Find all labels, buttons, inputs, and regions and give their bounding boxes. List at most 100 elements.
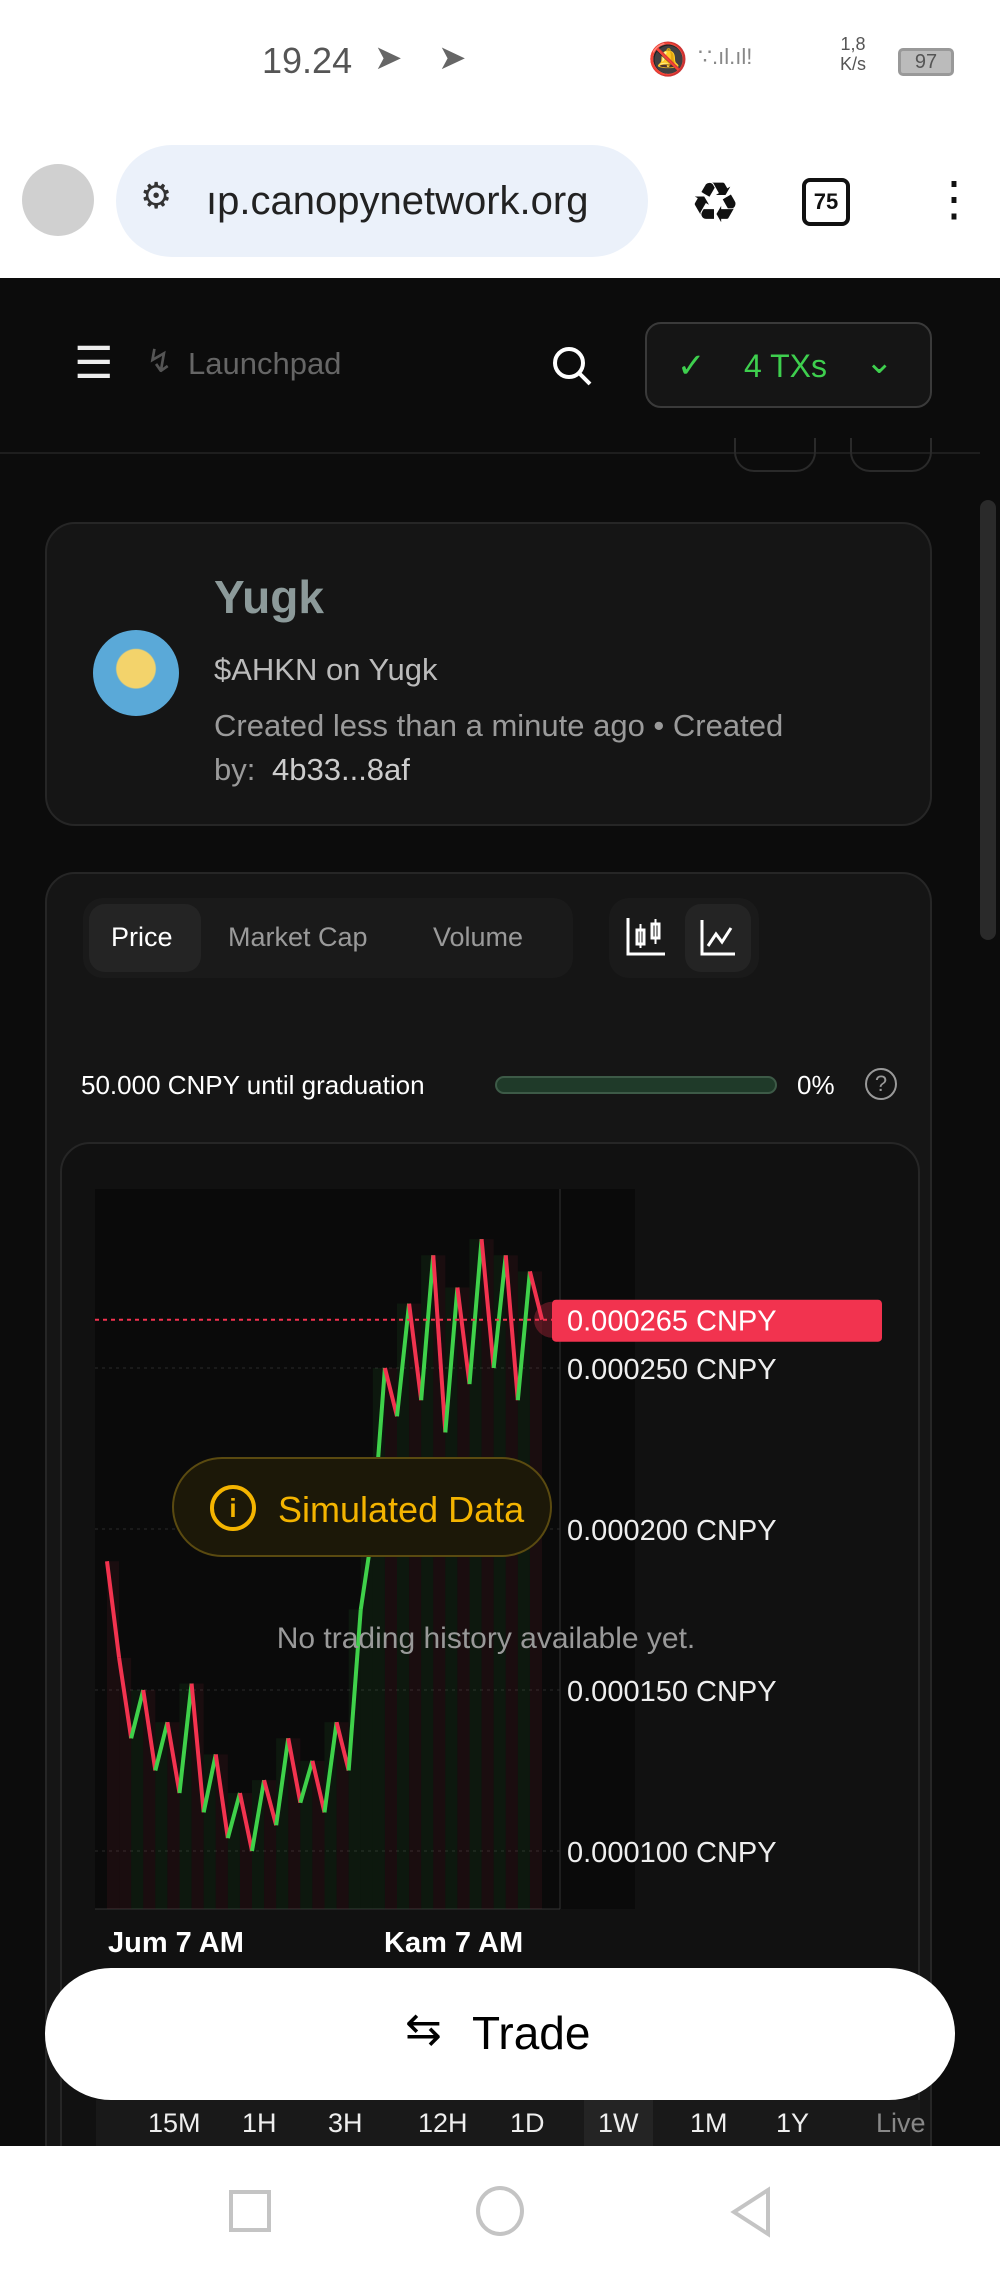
price-segment [310, 1760, 327, 1813]
extensions-icon[interactable]: ♻ [690, 171, 741, 234]
volume-shade [239, 1793, 252, 1909]
price-segment [503, 1255, 520, 1401]
price-segment [141, 1689, 158, 1771]
trade-label: Trade [472, 2007, 591, 2059]
timeframe-1m[interactable]: 1M [690, 2108, 728, 2138]
x-tick-label: Jum 7 AM [108, 1927, 244, 1959]
simulated-data-badge: i Simulated Data [172, 1457, 552, 1557]
volume-shade [276, 1738, 289, 1909]
price-segment [395, 1303, 412, 1417]
volume-shade [445, 1287, 458, 1909]
timeframe-15m[interactable]: 15M [148, 2108, 201, 2138]
current-price-label: 0.000265 CNPY [567, 1306, 777, 1338]
network-speed: 1,8 K/s [840, 34, 866, 74]
price-segment [237, 1792, 254, 1852]
timeframe-1y[interactable]: 1Y [776, 2108, 810, 2138]
simulated-data-text: Simulated Data [278, 1489, 525, 1530]
price-segment [479, 1239, 496, 1369]
hidden-button[interactable] [850, 438, 932, 472]
price-segment [419, 1255, 436, 1401]
scrollbar[interactable] [980, 500, 996, 940]
timeframe-1w[interactable]: 1W [584, 2100, 653, 2146]
price-segment [201, 1753, 218, 1813]
price-segment [322, 1721, 339, 1813]
price-segment [274, 1738, 291, 1826]
tab-price[interactable]: Price [111, 922, 173, 952]
status-bar: 19.24 ➤ ➤ 🔕 ∵.ıl.ıl! 1,8 K/s 97 [0, 0, 1000, 150]
price-chart[interactable]: 0.000250 CNPY 0.000200 CNPY 0.000150 CNPY 0… [62, 1144, 922, 2044]
graduation-label: 50.000 CNPY until graduation [81, 1070, 425, 1100]
chart-container: 0.000250 CNPY 0.000200 CNPY 0.000150 CNPY 0… [60, 1142, 920, 2146]
chart-card: Price Market Cap Volume 50.000 CNPY unti… [45, 872, 932, 2146]
volume-shade [360, 1529, 373, 1909]
volume-shade [324, 1722, 337, 1909]
search-icon[interactable] [550, 344, 594, 388]
swap-arrows-icon: ⇆ [405, 2005, 442, 2054]
tab-market-cap[interactable]: Market Cap [228, 922, 368, 952]
timeframe-selector: 15M 1H 3H 12H 1D 1W 1M 1Y Live [96, 2100, 926, 2146]
tab-volume[interactable]: Volume [433, 922, 524, 952]
price-segment [165, 1721, 182, 1794]
trade-button[interactable]: ⇆ Trade [45, 1968, 955, 2100]
price-segment [298, 1760, 315, 1804]
volume-shade [397, 1303, 410, 1909]
price-segment [213, 1754, 230, 1839]
back-icon[interactable] [728, 2186, 774, 2238]
more-menu-icon[interactable]: ⋮ [930, 173, 978, 226]
home-icon[interactable] [476, 2186, 524, 2236]
timeframe-1d[interactable]: 1D [510, 2108, 545, 2138]
created-time: Created less than a minute ago • Created [214, 708, 784, 743]
volume-shade [191, 1683, 204, 1909]
divider [0, 452, 980, 454]
volume-shade [457, 1287, 470, 1909]
graduation-progress-bar [495, 1076, 777, 1094]
volume-shade [155, 1722, 168, 1909]
hamburger-menu-icon[interactable]: ☰ [74, 339, 114, 388]
tx-count: 4 TXs [744, 348, 827, 384]
chart-type-toggle [609, 898, 759, 978]
chart-metric-tabs: Price Market Cap Volume [83, 898, 573, 978]
timeframe-3h[interactable]: 3H [328, 2108, 363, 2138]
info-icon: i [210, 1485, 256, 1531]
transactions-button[interactable]: ✓ 4 TXs ⌄ [645, 322, 932, 408]
volume-shade [252, 1780, 265, 1909]
creator-address[interactable]: 4b33...8af [272, 752, 410, 787]
price-segment [105, 1560, 122, 1659]
clock: 19.24 [262, 40, 353, 81]
y-tick-label: 0.000200 CNPY [567, 1515, 777, 1547]
url-text[interactable]: ıp.canopynetwork.org [206, 179, 589, 223]
recent-apps-icon[interactable] [229, 2190, 271, 2232]
profile-avatar-icon[interactable] [22, 164, 94, 236]
chevron-down-icon: ⌄ [865, 343, 894, 381]
volume-shade [409, 1303, 422, 1909]
android-nav-bar [0, 2146, 1000, 2278]
candlestick-chart-icon[interactable] [625, 916, 667, 958]
tab-active-bg [89, 904, 201, 972]
volume-shade [469, 1239, 482, 1909]
timeframe-12h[interactable]: 12H [418, 2108, 468, 2138]
address-bar[interactable]: ⚙ ıp.canopynetwork.org [116, 145, 648, 257]
help-icon[interactable]: ? [865, 1068, 897, 1100]
price-segment [189, 1683, 206, 1813]
volume-shade [348, 1609, 361, 1909]
volume-shade [529, 1271, 542, 1909]
y-tick-label: 0.000150 CNPY [567, 1676, 777, 1708]
lightning-icon: ↯ [146, 343, 173, 379]
timeframe-1h[interactable]: 1H [242, 2108, 277, 2138]
price-segment [431, 1255, 448, 1433]
price-segment [527, 1270, 544, 1321]
current-price-tag [552, 1299, 882, 1342]
price-segment [346, 1609, 363, 1771]
created-by-label: by: [214, 752, 256, 787]
token-ticker: $AHKN on Yugk [214, 652, 438, 687]
site-settings-icon[interactable]: ⚙ [140, 175, 173, 216]
x-tick-label: Kam 7 AM [384, 1927, 523, 1959]
line-chart-button[interactable] [685, 904, 751, 972]
timeframe-live[interactable]: Live [876, 2108, 926, 2138]
hidden-button[interactable] [734, 438, 816, 472]
tab-count-button[interactable]: 75 [802, 178, 850, 226]
price-segment [491, 1255, 508, 1369]
price-segment [129, 1689, 146, 1739]
volume-shade [433, 1255, 446, 1909]
breadcrumb-launchpad[interactable]: Launchpad [188, 346, 342, 381]
